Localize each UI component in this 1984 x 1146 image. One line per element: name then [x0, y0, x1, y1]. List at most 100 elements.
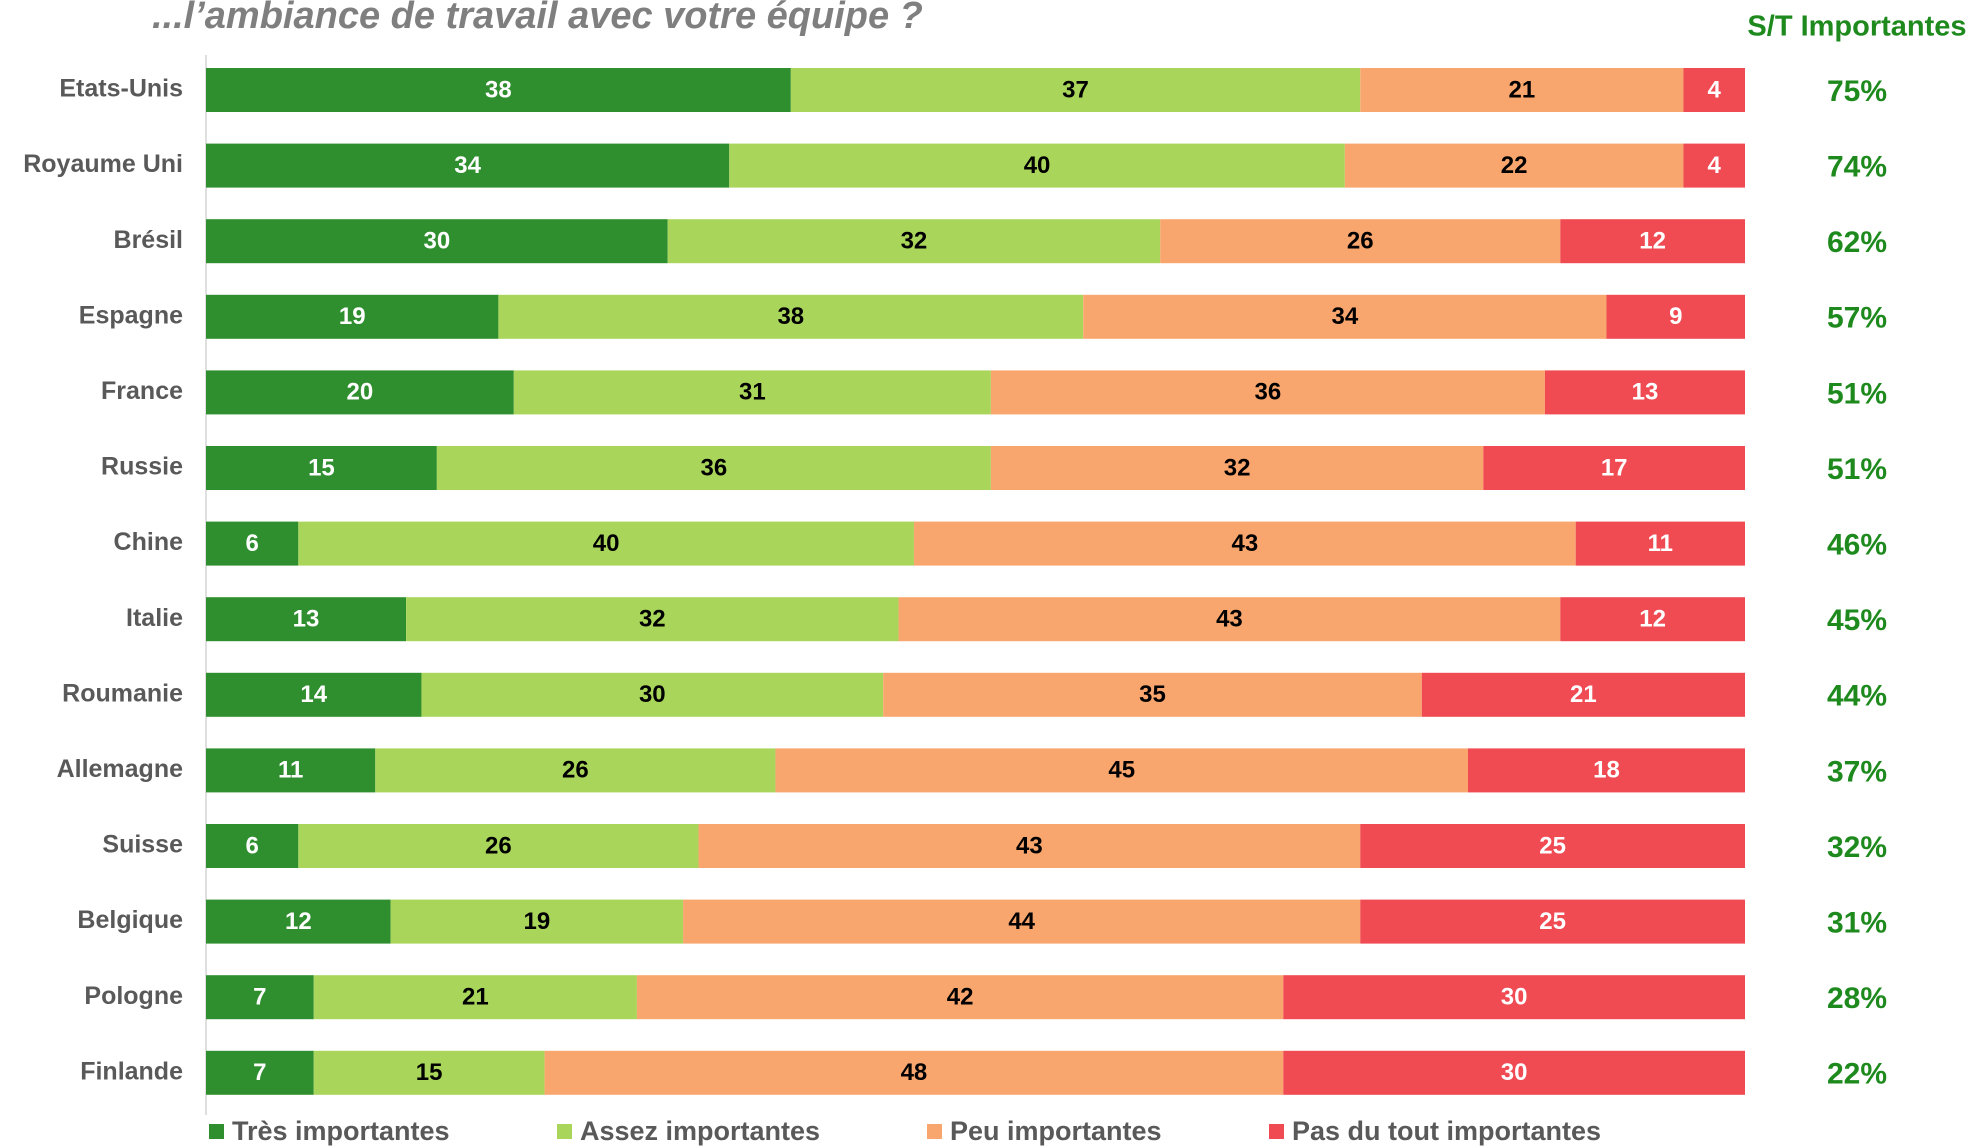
value-label: 26: [1347, 228, 1374, 255]
value-label: 32: [901, 228, 928, 255]
category-label: Italie: [126, 604, 183, 632]
bar-segment: [513, 370, 991, 415]
bar-segment: [1283, 975, 1745, 1020]
value-label: 26: [562, 757, 589, 784]
bar-segment: [375, 748, 776, 793]
subtotal-label: 44%: [1827, 680, 1887, 713]
bar-segment: [1360, 824, 1745, 868]
value-label: 37: [1062, 76, 1089, 103]
bar-segment: [1683, 68, 1745, 112]
category-label: Chine: [114, 528, 184, 556]
value-label: 20: [347, 379, 374, 406]
value-label: 30: [1501, 984, 1528, 1011]
subtotal-label: 51%: [1827, 453, 1887, 486]
bar-segment: [421, 672, 884, 717]
bar-segment: [1606, 294, 1745, 339]
legend-swatch: [557, 1124, 572, 1139]
bar-segment: [729, 143, 1345, 188]
value-label: 48: [901, 1059, 928, 1086]
value-label: 30: [639, 681, 666, 708]
bar-segment: [498, 294, 1084, 339]
legend-label: Assez importantes: [580, 1116, 820, 1146]
bar-segment: [206, 748, 376, 793]
bar-segment: [990, 370, 1545, 415]
legend-label: Pas du tout importantes: [1292, 1116, 1601, 1146]
subtotal-label: 32%: [1827, 831, 1887, 864]
value-label: 13: [1632, 379, 1659, 406]
value-label: 4: [1708, 76, 1722, 103]
bar-segment: [790, 68, 1361, 112]
value-label: 43: [1216, 606, 1243, 633]
category-label: Brésil: [114, 226, 183, 254]
value-label: 38: [777, 303, 804, 330]
bar-segment: [206, 446, 437, 490]
value-label: 32: [1224, 454, 1251, 481]
bar-segment: [698, 824, 1361, 868]
subtotal-title: S/T Importantes: [1747, 11, 1966, 43]
category-label: Finlande: [80, 1057, 183, 1085]
value-label: 12: [285, 908, 312, 935]
bar-segment: [298, 824, 699, 868]
value-label: 44: [1008, 908, 1035, 935]
category-label: Allemagne: [57, 755, 184, 783]
bar-segment: [898, 597, 1561, 642]
bar-segment: [1560, 219, 1745, 264]
category-label: Etats-Unis: [59, 75, 183, 103]
category-label: Russie: [101, 453, 183, 481]
bar-segment: [1160, 219, 1561, 264]
subtotal-label: 51%: [1827, 377, 1887, 410]
value-label: 12: [1639, 606, 1666, 633]
value-label: 26: [485, 832, 512, 859]
value-label: 6: [245, 530, 258, 557]
subtotal-label: 37%: [1827, 755, 1887, 788]
subtotal-label: 28%: [1827, 982, 1887, 1015]
value-label: 21: [1508, 76, 1535, 103]
bar-segment: [206, 597, 407, 642]
bar-segment: [436, 446, 991, 490]
value-label: 40: [1024, 152, 1051, 179]
value-label: 19: [339, 303, 366, 330]
value-label: 22: [1501, 152, 1528, 179]
value-label: 12: [1639, 228, 1666, 255]
value-label: 14: [300, 681, 327, 708]
value-label: 21: [462, 984, 489, 1011]
bar-segment: [390, 899, 684, 944]
bar-segment: [1683, 143, 1745, 188]
bar-segment: [206, 219, 668, 264]
value-label: 38: [485, 76, 512, 103]
bar-segment: [206, 824, 299, 868]
bar-segment: [1421, 672, 1745, 717]
value-label: 42: [947, 984, 974, 1011]
subtotal-label: 62%: [1827, 226, 1887, 259]
value-label: 11: [278, 757, 303, 784]
bar-segment: [1360, 68, 1684, 112]
value-label: 34: [454, 152, 481, 179]
value-label: 35: [1139, 681, 1166, 708]
category-label: Suisse: [102, 831, 183, 859]
category-label: Roumanie: [62, 679, 183, 707]
bar-segment: [990, 446, 1484, 490]
category-label: Espagne: [79, 301, 183, 329]
bar-segment: [206, 672, 422, 717]
value-label: 34: [1332, 303, 1359, 330]
chart-title: ...l’ambiance de travail avec votre équi…: [152, 0, 923, 37]
legend-label: Peu importantes: [950, 1116, 1162, 1146]
bar-segment: [544, 1050, 1284, 1095]
bar-segment: [636, 975, 1284, 1020]
value-label: 7: [253, 1059, 266, 1086]
bar-segment: [206, 68, 791, 112]
value-label: 36: [1255, 379, 1282, 406]
subtotal-label: 75%: [1827, 75, 1887, 108]
bar-segment: [1483, 446, 1745, 490]
bar-segment: [313, 975, 637, 1020]
bar-segment: [1544, 370, 1745, 415]
value-label: 11: [1648, 530, 1673, 557]
bar-segment: [206, 521, 299, 566]
value-label: 9: [1669, 303, 1682, 330]
value-label: 7: [253, 984, 266, 1011]
value-label: 4: [1708, 152, 1722, 179]
bar-segment: [1560, 597, 1745, 642]
value-label: 15: [416, 1059, 443, 1086]
bar-segment: [883, 672, 1422, 717]
